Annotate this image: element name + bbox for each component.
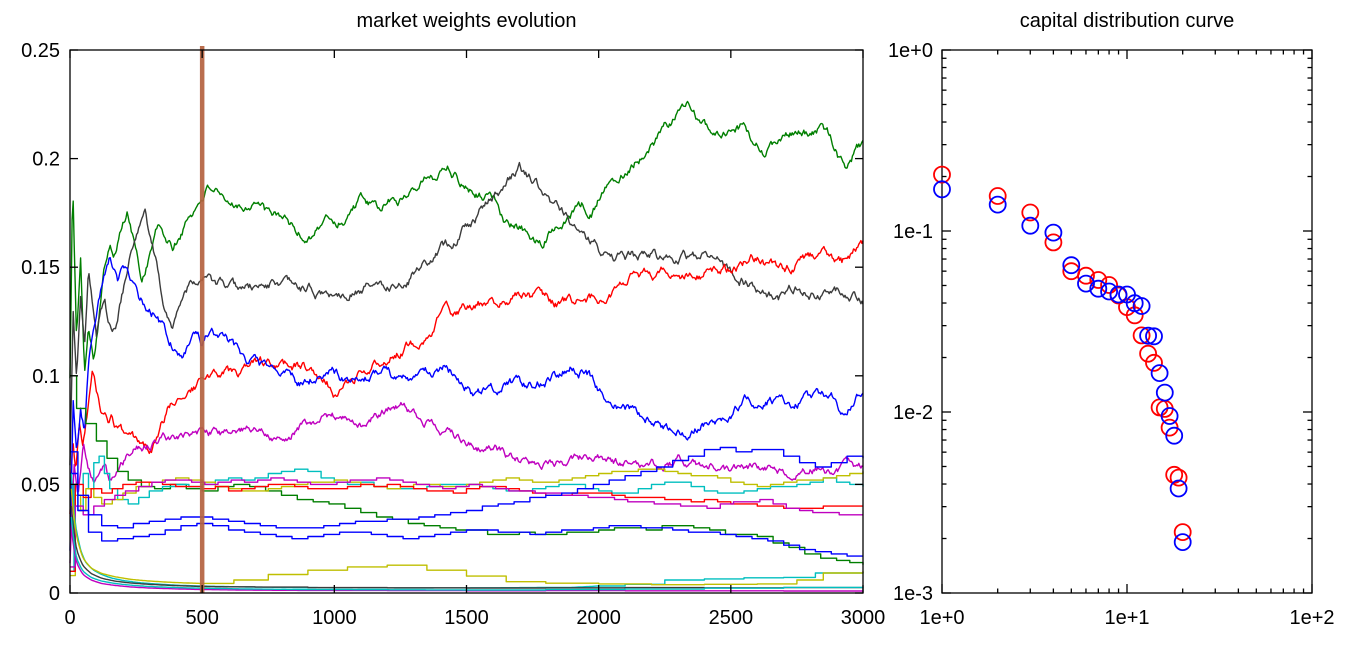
scatter-series-red-circles xyxy=(933,165,1192,541)
data-point xyxy=(988,195,1007,214)
left-chart-title: market weights evolution xyxy=(356,10,577,32)
data-point xyxy=(1139,326,1157,345)
data-point xyxy=(1089,279,1108,298)
data-point xyxy=(1062,256,1081,275)
left-ytick-label: 0.1 xyxy=(32,366,60,388)
series-magenta-2 xyxy=(70,477,863,568)
data-point xyxy=(1089,271,1108,289)
series-gray-decay xyxy=(70,506,863,589)
data-point xyxy=(988,187,1007,205)
data-point xyxy=(1160,407,1179,425)
data-point xyxy=(1173,523,1192,541)
series-olive xyxy=(70,468,864,577)
left-xtick-label: 0 xyxy=(64,607,75,629)
left-axis-ticks xyxy=(69,49,864,594)
data-point xyxy=(1021,216,1040,235)
data-point xyxy=(1169,468,1188,487)
left-xtick-label: 1000 xyxy=(312,607,357,629)
left-plot: 0 500 1000 1500 2000 2500 3000 0 0.05 0.1 0.15 0.2 0… xyxy=(21,40,885,629)
scatter-series-blue-circles xyxy=(933,180,1192,551)
left-ytick-label: 0.15 xyxy=(21,257,60,279)
right-ytick-label: 1e-2 xyxy=(893,402,933,424)
data-point xyxy=(933,180,951,199)
series-cyan xyxy=(70,455,864,572)
data-point xyxy=(1125,306,1144,325)
series-cyan-decay-2 xyxy=(70,516,864,591)
data-point xyxy=(1044,233,1063,252)
right-xtick-label: 1e+2 xyxy=(1289,607,1334,629)
data-point xyxy=(1145,327,1163,346)
data-point xyxy=(1077,274,1095,293)
data-point xyxy=(1021,203,1040,222)
data-point xyxy=(1165,426,1184,445)
data-point xyxy=(1173,533,1192,551)
data-point xyxy=(1077,266,1095,285)
data-point xyxy=(1100,276,1118,294)
data-point xyxy=(1169,479,1188,498)
left-xtick-label: 3000 xyxy=(841,607,886,629)
left-xtick-label: 1500 xyxy=(444,607,489,629)
series-blue xyxy=(69,257,864,551)
data-point xyxy=(1132,297,1151,315)
right-xtick-label: 1e+1 xyxy=(1104,607,1149,629)
right-ytick-label: 1e+0 xyxy=(888,40,933,62)
left-xtick-label: 500 xyxy=(185,607,218,629)
right-xtick-label: 1e+0 xyxy=(919,607,964,629)
left-ytick-label: 0.05 xyxy=(21,474,60,496)
data-point xyxy=(1044,223,1063,242)
series-magenta-decay xyxy=(70,527,864,592)
right-ytick-label: 1e-1 xyxy=(893,221,933,243)
right-chart-title: capital distribution curve xyxy=(1019,10,1235,32)
right-axis-ticks xyxy=(941,49,1313,594)
left-ytick-label: 0.25 xyxy=(21,40,60,62)
data-point xyxy=(1109,285,1128,304)
left-xtick-label: 2000 xyxy=(576,607,621,629)
data-point xyxy=(1132,326,1151,345)
series-gray xyxy=(69,161,864,466)
right-axis-border xyxy=(941,49,1313,594)
data-point xyxy=(1145,353,1163,372)
data-point xyxy=(1139,344,1157,363)
series-blue-3 xyxy=(70,472,863,557)
series-red-2 xyxy=(70,481,863,572)
left-ytick-label: 0.2 xyxy=(32,149,60,171)
left-ytick-label: 0 xyxy=(49,583,60,605)
left-plot-series xyxy=(69,100,864,592)
series-blue-2 xyxy=(70,446,864,529)
series-olive-decay xyxy=(70,488,864,586)
data-point xyxy=(933,165,951,184)
left-xtick-label: 2500 xyxy=(709,607,754,629)
data-point xyxy=(1150,364,1169,383)
series-green-leader xyxy=(69,100,864,379)
data-point xyxy=(1100,282,1118,301)
data-point xyxy=(1155,383,1174,402)
right-ytick-label: 1e-3 xyxy=(893,583,933,605)
right-plot: 1e+0 1e+1 1e+2 1e+0 1e-1 1e-2 1e-3 xyxy=(888,40,1335,629)
